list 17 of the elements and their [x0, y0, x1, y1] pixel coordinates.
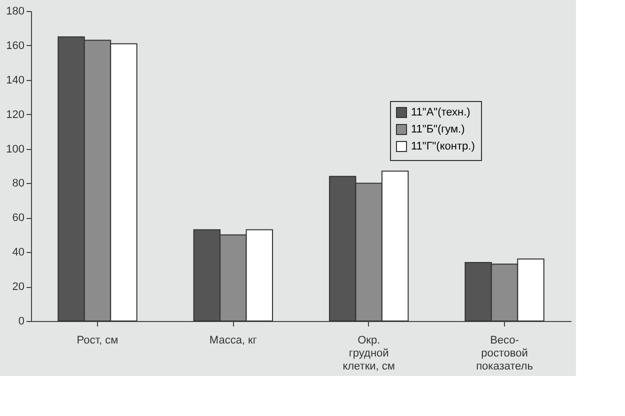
y-tick-label: 120	[6, 108, 24, 121]
x-tick-label: Окр. грудной клетки, см	[342, 334, 395, 372]
legend-label: 11"А"(техн.)	[411, 106, 470, 118]
y-tick-label: 40	[12, 246, 24, 259]
y-tick-label: 80	[12, 178, 24, 190]
x-tick-label: Весо- ростовой показатель	[476, 334, 534, 372]
x-tick-label: Рост, см	[76, 334, 118, 346]
y-tick-label: 140	[6, 74, 24, 86]
y-tick-label: 20	[12, 281, 24, 294]
x-tick-label: Масса, кг	[209, 334, 257, 346]
y-tick-label: 100	[6, 143, 24, 156]
y-tick-label: 180	[6, 6, 24, 18]
legend-label: 11"Б"(гум.)	[411, 124, 465, 136]
y-tick-label: 60	[12, 212, 24, 224]
y-tick-label: 0	[18, 316, 24, 328]
y-tick-label: 160	[6, 40, 24, 52]
legend-label: 11"Г"(контр.)	[411, 140, 475, 152]
